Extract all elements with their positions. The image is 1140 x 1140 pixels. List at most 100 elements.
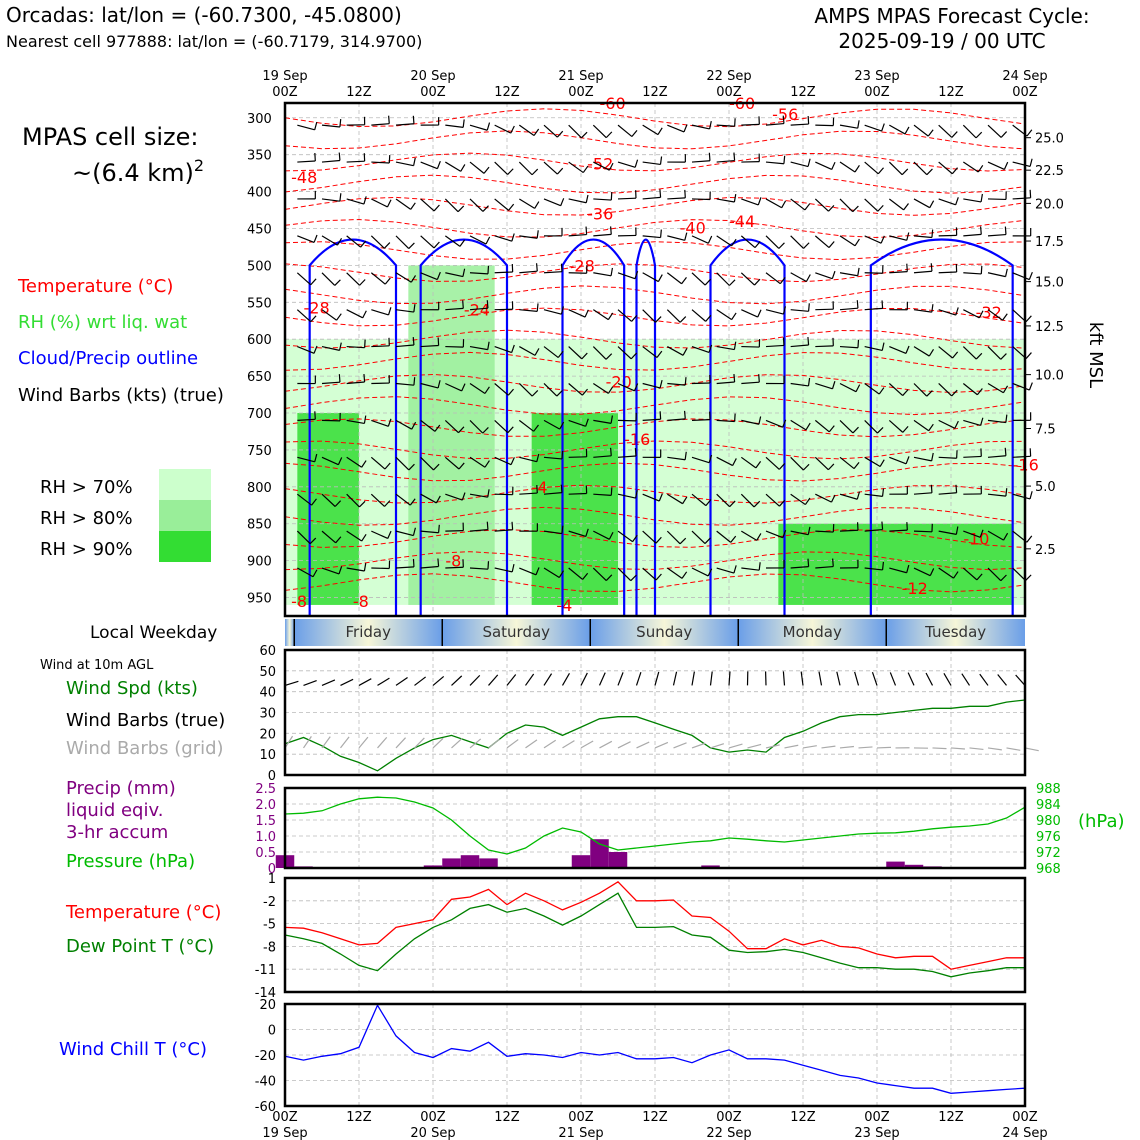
wind-barb-flag bbox=[585, 194, 589, 203]
wind-barb bbox=[790, 272, 807, 283]
wind-barb bbox=[518, 383, 533, 397]
wind-barb bbox=[469, 345, 488, 351]
bottom-hour-label: 00Z bbox=[716, 1110, 742, 1125]
wind-barb bbox=[370, 493, 385, 507]
wind-barb bbox=[938, 271, 957, 274]
wind-barb-flag bbox=[387, 530, 392, 539]
wind-barb-grid bbox=[747, 743, 762, 749]
rh-band-1 bbox=[297, 413, 359, 605]
wind-barb bbox=[568, 161, 584, 174]
wind-barb-flag bbox=[681, 571, 688, 579]
wind-barb bbox=[321, 235, 338, 246]
wind-barb-flag bbox=[334, 279, 341, 286]
wind-barb-flag bbox=[584, 309, 589, 318]
pressure-tick-label: 980 bbox=[1036, 814, 1061, 829]
isotherm-label-21: -8 bbox=[445, 552, 461, 571]
wind-barb-flag bbox=[827, 463, 835, 471]
wind-barb bbox=[420, 272, 438, 281]
wind-barb bbox=[642, 567, 657, 581]
wind-barb-flag bbox=[901, 168, 909, 176]
wind-barb-flag bbox=[363, 563, 367, 572]
pressure-tick-label: 600 bbox=[247, 333, 272, 348]
wind-barb-true bbox=[979, 673, 989, 686]
wind-barb bbox=[963, 272, 982, 275]
wind-barb bbox=[963, 419, 981, 427]
wind-barb-true bbox=[691, 671, 695, 686]
wind-barb-flag bbox=[655, 316, 662, 323]
wind-barb bbox=[395, 456, 410, 471]
wind-barb bbox=[839, 529, 859, 532]
wind-barb bbox=[913, 235, 932, 239]
wind-barbs-true-label: Wind Barbs (true) bbox=[66, 710, 225, 731]
wind-barb-flag bbox=[610, 267, 614, 276]
wind-barb-flag bbox=[461, 492, 466, 501]
wind-barb bbox=[617, 567, 632, 582]
wind-barb bbox=[815, 565, 834, 569]
wind-barb-flag bbox=[902, 389, 909, 396]
wind-barb-true bbox=[432, 675, 445, 686]
wind-barb bbox=[617, 493, 636, 499]
legend-entry-3: Wind Barbs (kts) (true) bbox=[18, 385, 224, 406]
wind-barb bbox=[889, 567, 907, 574]
isotherm-label-8: -4 bbox=[556, 596, 572, 615]
precip-bar bbox=[886, 861, 905, 868]
wind-barb bbox=[469, 307, 488, 311]
wind-barb bbox=[790, 123, 809, 126]
precip-bar bbox=[423, 865, 443, 868]
wind-barb-flag bbox=[707, 235, 713, 244]
wind-barb bbox=[445, 382, 462, 392]
wind-barb-true bbox=[818, 671, 823, 686]
isotherm-label-4: -28 bbox=[569, 256, 595, 275]
wind-barb bbox=[889, 456, 907, 465]
wind-barb bbox=[913, 198, 931, 209]
wind-barb bbox=[642, 530, 657, 544]
wind-barb-flag bbox=[708, 152, 711, 161]
wind-barb bbox=[494, 198, 509, 211]
bottom-date-label: 22 Sep bbox=[706, 1126, 751, 1140]
wind-barb-flag bbox=[980, 226, 982, 235]
wind-barb-flag bbox=[902, 425, 909, 433]
wind-barb-flag bbox=[387, 418, 392, 427]
prpanel-ytick-label: 2.0 bbox=[255, 798, 276, 813]
wind-barb-flag bbox=[560, 198, 565, 206]
wind-barb-flag bbox=[556, 130, 564, 138]
cell-size-exponent: 2 bbox=[194, 156, 204, 175]
wind-barb-flag bbox=[311, 498, 317, 506]
wind-barb bbox=[913, 419, 930, 432]
wind-barb-flag bbox=[927, 129, 934, 137]
weekday-name-1: Saturday bbox=[482, 623, 550, 641]
wind-barb-flag bbox=[1005, 488, 1008, 497]
wind-barb bbox=[913, 161, 928, 176]
wind-barb bbox=[741, 198, 759, 206]
wind-barb bbox=[888, 419, 904, 433]
wind-barb-flag bbox=[536, 303, 539, 312]
wind-barb bbox=[740, 456, 757, 469]
wind-barb bbox=[371, 161, 390, 164]
wind-barb-flag bbox=[531, 168, 539, 176]
wind-barb-grid bbox=[284, 735, 294, 749]
wind-barb bbox=[667, 197, 686, 200]
wind-barb-flag bbox=[363, 415, 367, 424]
wind-barb-flag bbox=[581, 131, 588, 139]
wind-barb bbox=[814, 235, 830, 249]
wind-barb bbox=[519, 198, 535, 209]
bottom-date-label: 20 Sep bbox=[410, 1126, 455, 1140]
wind-barb bbox=[617, 346, 632, 360]
wind-barb bbox=[420, 565, 439, 569]
wind-barb bbox=[395, 272, 412, 283]
wind-barb bbox=[494, 346, 512, 354]
wind-barb-flag bbox=[536, 453, 540, 462]
isotherm-label-19: -12 bbox=[902, 579, 928, 598]
wind-barb-flag bbox=[931, 452, 934, 461]
isotherm-label-18: -10 bbox=[963, 529, 989, 548]
wind-barb-flag bbox=[412, 115, 415, 124]
windpanel-frame bbox=[283, 648, 1027, 777]
wind-barb bbox=[716, 345, 735, 351]
wind-barb-grid bbox=[1006, 747, 1021, 751]
tpanel-ytick-label: -11 bbox=[255, 963, 276, 978]
wind-barb bbox=[371, 123, 390, 126]
kft-tick-label-3: 17.5 bbox=[1035, 235, 1064, 250]
wind-barb-flag bbox=[433, 463, 440, 471]
wind-barb-flag bbox=[757, 309, 762, 318]
